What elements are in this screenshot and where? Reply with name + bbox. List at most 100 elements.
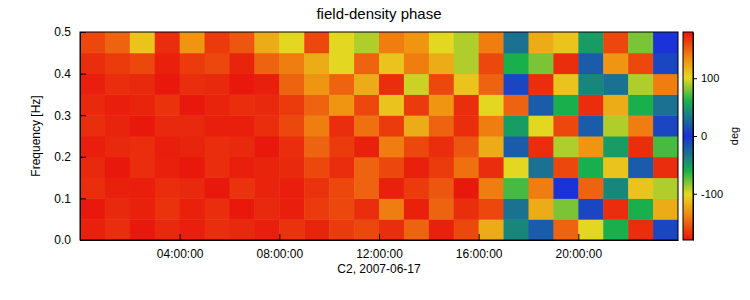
cell [454,157,479,178]
cell [578,198,603,219]
x-tick-label: 08:00:00 [256,247,303,261]
cell [653,136,678,157]
cell [354,198,379,219]
cell [354,219,379,240]
cell [578,219,603,240]
cell [254,53,279,74]
cell [628,198,653,219]
cell [454,94,479,115]
y-tick-label: 0.4 [54,67,71,81]
cell [379,53,404,74]
cell [529,53,554,74]
cell [429,136,454,157]
cell [279,157,304,178]
cell [180,74,205,95]
cell [80,115,105,136]
cell [279,115,304,136]
cell [80,219,105,240]
x-tick: 16:00:00 [456,234,503,261]
cell [504,53,529,74]
cell [653,94,678,115]
colorbar-tick-mark [693,194,697,195]
cell [578,115,603,136]
cell [279,136,304,157]
cell [354,178,379,199]
cells [80,32,678,240]
cell [304,157,329,178]
y-tick: 0.1 [54,192,86,206]
x-tick: 08:00:00 [256,234,303,261]
cell [628,136,653,157]
cell [205,178,230,199]
cell [529,219,554,240]
cell [105,157,130,178]
cell [504,219,529,240]
colorbar-tick-mark [693,78,697,79]
cell [105,219,130,240]
cell [155,198,180,219]
colorbar-tick: 0 [693,130,707,142]
cell [130,198,155,219]
cell [553,219,578,240]
cell [529,136,554,157]
y-tick-label: 0.0 [54,233,71,247]
cell [230,219,255,240]
chart-title: field-density phase [316,5,441,22]
cell [529,115,554,136]
cell [603,115,628,136]
cell [429,74,454,95]
cell [329,115,354,136]
cell [553,32,578,53]
cell [504,94,529,115]
x-tick: 12:00:00 [356,234,403,261]
cell [205,219,230,240]
cell [130,219,155,240]
cell [230,74,255,95]
cell [479,32,504,53]
cell [254,94,279,115]
cell [628,32,653,53]
x-tick: 20:00:00 [555,234,602,261]
cell [155,115,180,136]
colorbar [683,32,693,240]
cell [504,115,529,136]
cell [329,157,354,178]
cell [404,198,429,219]
cell [454,115,479,136]
cell [205,32,230,53]
cell [429,178,454,199]
cell [404,136,429,157]
cell [155,136,180,157]
cell [504,74,529,95]
colorbar-tick: -100 [693,188,723,200]
cell [230,32,255,53]
cell [279,178,304,199]
cell [205,198,230,219]
cell [429,53,454,74]
colorbar-tick-label: 0 [701,130,707,142]
colorbar-tick: 100 [693,72,719,84]
cell [379,157,404,178]
y-tick-mark [80,74,86,75]
cell [155,94,180,115]
cell [230,115,255,136]
cell [379,136,404,157]
cell [80,32,105,53]
cell [404,53,429,74]
cell [653,198,678,219]
x-tick-mark [379,234,380,240]
cell [479,74,504,95]
cell [653,178,678,199]
cell [529,198,554,219]
cell [155,157,180,178]
cell [130,74,155,95]
cell [354,94,379,115]
cell [578,94,603,115]
cell [603,157,628,178]
cell [279,74,304,95]
cell [155,219,180,240]
plot-frame [80,32,678,240]
cell [130,157,155,178]
cell [130,32,155,53]
cell [105,74,130,95]
